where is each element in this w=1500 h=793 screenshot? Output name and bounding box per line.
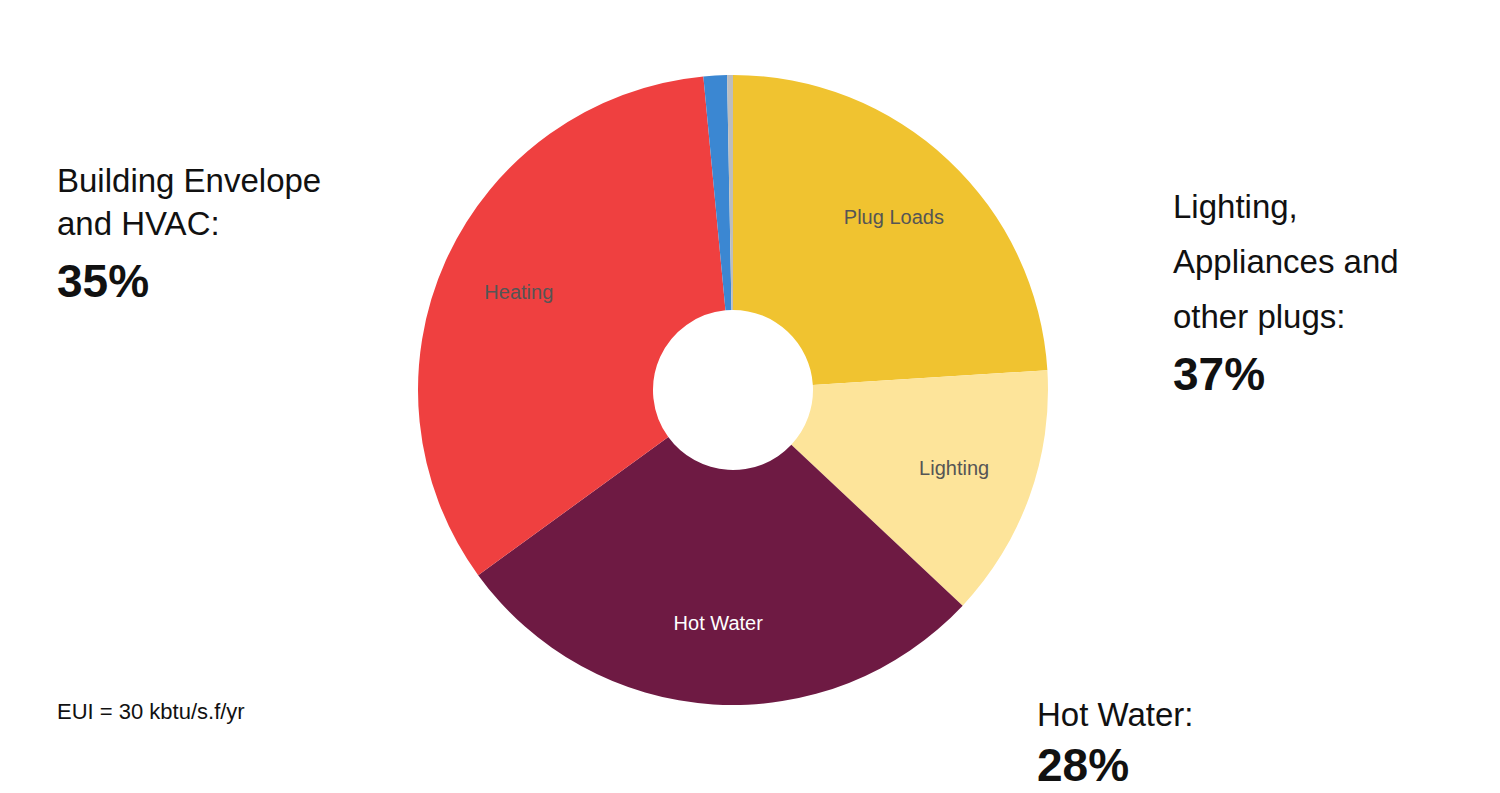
- slice-label: Plug Loads: [844, 206, 944, 228]
- annotation-text: Building Envelope: [57, 162, 321, 199]
- slice-label: Hot Water: [674, 612, 764, 634]
- slice: [733, 75, 1047, 385]
- chart-container: Plug LoadsLightingHot WaterHeatingBuildi…: [0, 0, 1500, 793]
- annotation-text: Hot Water:: [1037, 696, 1193, 733]
- slice-labels: Plug Loads Lighting Hot Water Heating: [484, 206, 989, 634]
- slice-group: [418, 75, 1048, 705]
- slices: [418, 75, 1048, 705]
- slice-clip: [418, 75, 1048, 705]
- annotation-text: other plugs:: [1173, 298, 1345, 335]
- annotation-text: Lighting,: [1173, 188, 1298, 225]
- annotation-value: 35%: [57, 255, 149, 307]
- chart-svg: Plug LoadsLightingHot WaterHeatingBuildi…: [0, 0, 1500, 793]
- slice-label: Heating: [484, 281, 553, 303]
- annotation-value: 37%: [1173, 348, 1265, 400]
- annotation-text: and HVAC:: [57, 205, 220, 242]
- annotation-text: Appliances and: [1173, 243, 1399, 280]
- annotation-text: EUI = 30 kbtu/s.f/yr: [57, 699, 245, 724]
- slice: [703, 75, 731, 310]
- annotation-value: 28%: [1037, 739, 1129, 791]
- slice-label: Lighting: [919, 457, 989, 479]
- slice: [727, 75, 733, 310]
- annotations: Building Envelope and HVAC: 35% Lighting, Ap…: [57, 162, 1399, 791]
- slice: [418, 76, 725, 575]
